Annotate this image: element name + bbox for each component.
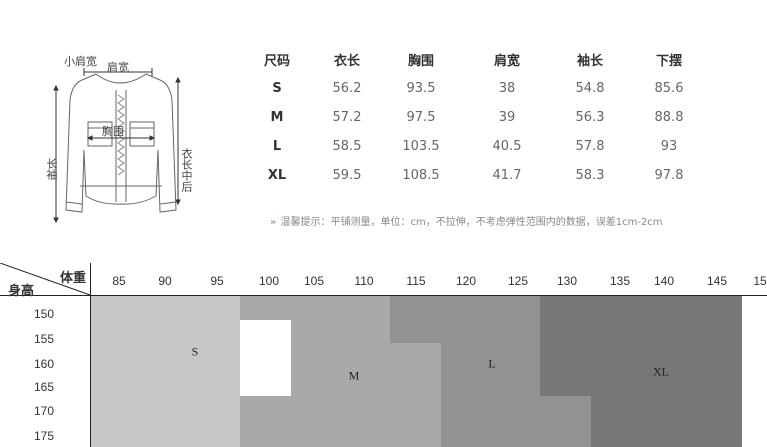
weight-tick: 135: [609, 274, 631, 288]
tip-text: 温馨提示：平铺测量，单位：cm，不拉伸，不考虑弹性范围内的数据，误差1cm-2c…: [280, 217, 663, 228]
size-table: 尺码 衣长 胸围 肩宽 袖长 下摆 S 56.2 93.5 38 54.8 85…: [240, 45, 710, 190]
measurement-tip: » 温馨提示：平铺测量，单位：cm，不拉伸，不考虑弹性范围内的数据，误差1cm-2…: [270, 213, 663, 228]
label-shoulder-small: 小肩宽: [64, 55, 97, 68]
zone-m: [240, 396, 441, 447]
header-divider: [0, 295, 767, 296]
cell-size: XL: [267, 168, 287, 183]
weight-tick: 85: [112, 274, 126, 288]
weight-axis-label: 体重: [60, 271, 87, 286]
weight-tick: 115: [406, 274, 426, 288]
zone-l: [441, 343, 540, 396]
header-length: 衣长: [333, 54, 360, 69]
label-sleeve: 长袖: [45, 158, 58, 180]
cell-size: S: [272, 81, 282, 96]
zone-l: [390, 296, 540, 343]
weight-tick: 90: [158, 274, 172, 288]
cell-value: 58.5: [332, 139, 362, 154]
cell-value: 54.8: [575, 81, 605, 96]
zone-label-xl: XL: [653, 364, 669, 379]
height-tick: 170: [34, 404, 55, 418]
label-shoulder: 肩宽: [107, 61, 129, 74]
cell-value: 58.3: [575, 168, 605, 183]
cell-value: 40.5: [492, 139, 522, 154]
cell-value: 38: [498, 81, 516, 96]
weight-tick: 130: [556, 274, 578, 288]
weight-tick: 95: [210, 274, 224, 288]
label-chest: 胸围: [102, 125, 124, 138]
cell-value: 41.7: [492, 168, 522, 183]
cell-value: 108.5: [402, 168, 440, 183]
height-tick: 150: [34, 307, 55, 321]
cell-value: 93.5: [406, 81, 436, 96]
zone-label-m: M: [348, 368, 360, 383]
row-header-divider: [90, 263, 91, 447]
weight-tick: 125: [507, 274, 529, 288]
zone-m: [291, 343, 441, 396]
cell-value: 93: [660, 139, 678, 154]
jacket-diagram: 小肩宽 肩宽 胸围 长袖 衣长中后: [0, 0, 230, 235]
weight-tick: 145: [706, 274, 728, 288]
zone-m: [291, 320, 390, 343]
cell-value: 88.8: [654, 110, 684, 125]
height-axis-label: 身高: [8, 284, 35, 299]
cell-value: 103.5: [402, 139, 440, 154]
weight-tick: 15: [753, 274, 767, 288]
size-table-header: 尺码 衣长 胸围 肩宽 袖长 下摆: [240, 45, 710, 74]
zone-label-l: L: [488, 356, 496, 371]
header-shoulder: 肩宽: [493, 54, 520, 69]
cell-value: 39: [498, 110, 516, 125]
header-sleeve: 袖长: [576, 54, 603, 69]
table-row: XL 59.5 108.5 41.7 58.3 97.8: [240, 161, 710, 190]
zone-label-s: S: [191, 344, 199, 359]
weight-tick: 140: [653, 274, 675, 288]
table-row: S 56.2 93.5 38 54.8 85.6: [240, 74, 710, 103]
weight-tick: 120: [455, 274, 477, 288]
height-tick: 175: [34, 429, 55, 443]
zone-xl: [591, 396, 742, 447]
cell-value: 57.8: [575, 139, 605, 154]
height-weight-chart: S M L XL 体重 身高 85 90 95 100 105 110 115 …: [0, 263, 767, 447]
jacket-illustration: [53, 68, 181, 224]
table-row: M 57.2 97.5 39 56.3 88.8: [240, 103, 710, 132]
zone-s: [91, 296, 240, 447]
height-tick: 160: [34, 357, 55, 371]
cell-value: 85.6: [654, 81, 684, 96]
cell-size: M: [270, 110, 284, 125]
double-chevron-right-icon: »: [270, 217, 277, 228]
label-length: 衣长中后: [180, 148, 193, 192]
height-tick: 155: [34, 332, 55, 346]
cell-value: 97.8: [654, 168, 684, 183]
weight-tick: 105: [303, 274, 325, 288]
table-row: L 58.5 103.5 40.5 57.8 93: [240, 132, 710, 161]
cell-value: 59.5: [332, 168, 362, 183]
corner-diagonal: [0, 263, 91, 296]
cell-value: 57.2: [332, 110, 362, 125]
height-tick: 165: [34, 380, 55, 394]
zone-m: [240, 296, 390, 320]
cell-size: L: [272, 139, 282, 154]
cell-value: 56.2: [332, 81, 362, 96]
header-hem: 下摆: [655, 54, 682, 69]
zone-xl: [540, 296, 742, 396]
weight-tick: 100: [258, 274, 280, 288]
cell-value: 97.5: [406, 110, 436, 125]
header-size: 尺码: [263, 54, 290, 69]
header-chest: 胸围: [407, 54, 434, 69]
cell-value: 56.3: [575, 110, 605, 125]
weight-tick: 110: [354, 274, 374, 288]
zone-l: [441, 396, 591, 447]
